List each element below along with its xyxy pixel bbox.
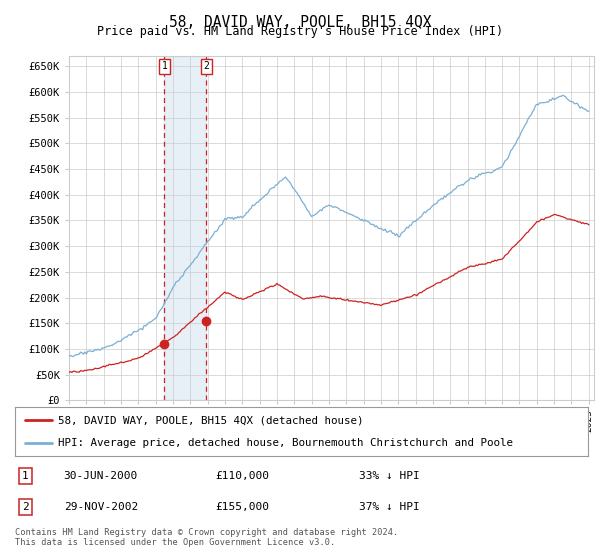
Bar: [164, 56, 206, 400]
Text: 2: 2: [203, 61, 209, 71]
Text: 37% ↓ HPI: 37% ↓ HPI: [359, 502, 419, 512]
Text: 29-NOV-2002: 29-NOV-2002: [64, 502, 138, 512]
Text: 1: 1: [161, 61, 167, 71]
Text: HPI: Average price, detached house, Bournemouth Christchurch and Poole: HPI: Average price, detached house, Bour…: [58, 438, 513, 448]
Text: 58, DAVID WAY, POOLE, BH15 4QX (detached house): 58, DAVID WAY, POOLE, BH15 4QX (detached…: [58, 416, 364, 426]
Text: Price paid vs. HM Land Registry's House Price Index (HPI): Price paid vs. HM Land Registry's House …: [97, 25, 503, 38]
Text: £110,000: £110,000: [215, 471, 269, 481]
Text: 30-JUN-2000: 30-JUN-2000: [64, 471, 138, 481]
Text: 58, DAVID WAY, POOLE, BH15 4QX: 58, DAVID WAY, POOLE, BH15 4QX: [169, 15, 431, 30]
Text: 33% ↓ HPI: 33% ↓ HPI: [359, 471, 419, 481]
Text: £155,000: £155,000: [215, 502, 269, 512]
Text: 2: 2: [22, 502, 29, 512]
Text: 1: 1: [22, 471, 29, 481]
Text: Contains HM Land Registry data © Crown copyright and database right 2024.
This d: Contains HM Land Registry data © Crown c…: [15, 528, 398, 547]
